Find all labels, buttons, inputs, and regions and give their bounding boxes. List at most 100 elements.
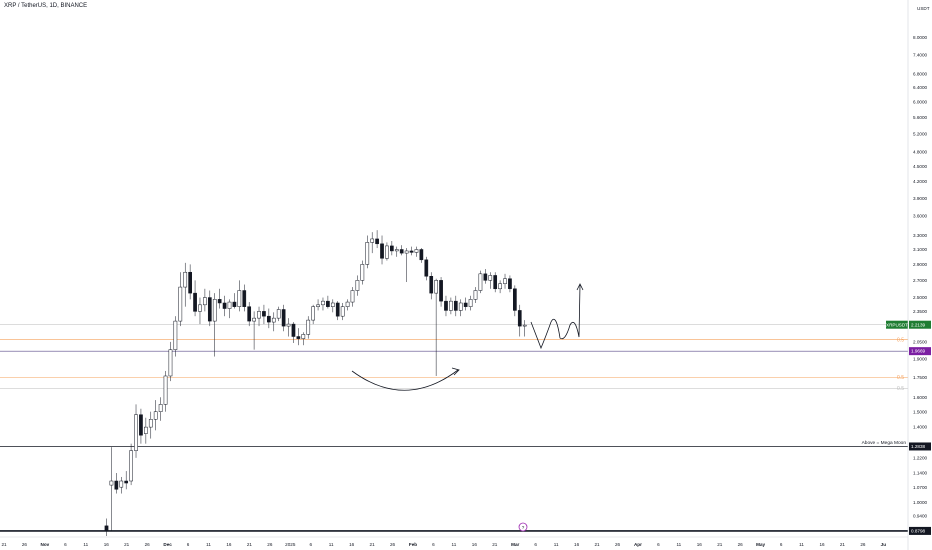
y-tick-13: 3.1000 <box>913 247 927 252</box>
x-tick-33: 11 <box>676 542 681 547</box>
x-tick-24: 21 <box>492 542 498 547</box>
projection-arrow-head <box>576 283 584 291</box>
candle-19 <box>198 297 202 325</box>
time-axis: 21 26 Nov 6 11 16 21 26 Dec 6 11 16 21 26 2025 6 11 16 21 2… <box>1 542 886 547</box>
candle-57 <box>385 242 389 261</box>
x-tick-4: 11 <box>83 542 88 547</box>
candle-38 <box>291 322 296 343</box>
event-marker: ? <box>518 522 528 532</box>
y-tick-5: 5.6000 <box>913 115 927 120</box>
y-tick-7: 4.8000 <box>913 149 927 154</box>
annotation-0: Above = Mega Moon <box>862 440 907 446</box>
candle-31 <box>257 306 261 327</box>
price-tag-2: 1.2838 <box>909 442 931 451</box>
x-tick-29: 21 <box>594 542 600 547</box>
x-tick-11: 16 <box>226 542 232 547</box>
x-tick-1: 26 <box>22 542 28 547</box>
candle-74 <box>468 295 473 311</box>
svg-text:2.2139: 2.2139 <box>911 322 925 327</box>
candle-25 <box>227 299 232 319</box>
y-tick-20: 1.9000 <box>913 356 927 361</box>
y-tick-29: 1.0000 <box>913 500 927 505</box>
candle-37 <box>286 318 291 337</box>
candle-58 <box>390 240 394 256</box>
y-tick-3: 6.4000 <box>913 85 927 90</box>
x-tick-35: 21 <box>717 542 723 547</box>
candle-55 <box>375 230 379 249</box>
y-tick-26: 1.2200 <box>913 455 927 460</box>
candle-36 <box>281 304 286 332</box>
x-tick-23: 16 <box>472 542 478 547</box>
candle-30 <box>252 311 256 350</box>
candle-63 <box>414 246 419 257</box>
candle-23 <box>217 288 222 309</box>
candle-77 <box>483 269 488 284</box>
x-tick-40: 16 <box>819 542 825 547</box>
x-tick-26: 6 <box>534 542 537 547</box>
y-tick-27: 1.1400 <box>913 471 927 476</box>
x-tick-25: Mar <box>511 542 519 547</box>
x-tick-0: 21 <box>1 542 7 547</box>
candle-41 <box>306 316 311 339</box>
candle-59 <box>394 246 399 257</box>
candle-9 <box>148 411 153 439</box>
candle-61 <box>404 248 409 283</box>
candle-22 <box>212 293 217 357</box>
candle-11 <box>158 397 163 421</box>
candle-71 <box>453 295 458 317</box>
candle-44 <box>321 297 325 311</box>
y-tick-8: 4.5000 <box>913 164 927 169</box>
price-tag-1: 1.9669 <box>909 347 931 356</box>
x-tick-39: 11 <box>799 542 804 547</box>
candle-54 <box>370 232 375 254</box>
y-tick-21: 1.7500 <box>913 375 927 380</box>
x-tick-14: 2025 <box>285 542 296 547</box>
candle-5 <box>129 443 133 486</box>
candle-43 <box>316 299 320 311</box>
level-label-3: 0.5 <box>897 375 904 381</box>
y-tick-17: 2.3500 <box>913 309 927 314</box>
y-tick-11: 3.6000 <box>913 214 927 219</box>
candle-24 <box>222 295 227 317</box>
x-tick-42: 26 <box>860 542 866 547</box>
y-tick-12: 3.3000 <box>913 233 927 238</box>
candle-56 <box>380 235 384 265</box>
x-tick-41: 21 <box>840 542 846 547</box>
y-tick-0: 8.0000 <box>913 35 927 40</box>
y-tick-23: 1.5000 <box>913 409 927 414</box>
candle-78 <box>488 272 493 289</box>
y-tick-1: 7.4000 <box>913 53 927 58</box>
x-tick-22: 11 <box>452 542 457 547</box>
candle-1 <box>109 447 114 531</box>
candle-49 <box>345 299 350 311</box>
horizontal-levels: 0.5 0.5 0.5 <box>0 324 908 532</box>
x-tick-43: Ju <box>881 542 887 547</box>
curve-arrow-head <box>451 367 460 376</box>
x-tick-7: 26 <box>145 542 151 547</box>
candle-79 <box>493 272 498 293</box>
candle-80 <box>498 280 502 294</box>
svg-text:1.2838: 1.2838 <box>911 444 925 449</box>
candle-42 <box>311 304 315 325</box>
x-tick-21: 6 <box>432 542 435 547</box>
y-tick-6: 5.2000 <box>913 132 927 137</box>
x-tick-17: 16 <box>349 542 355 547</box>
x-tick-38: 6 <box>780 542 783 547</box>
x-tick-28: 16 <box>574 542 580 547</box>
x-tick-34: 16 <box>697 542 703 547</box>
candle-15 <box>178 272 183 327</box>
candle-8 <box>144 417 148 444</box>
candle-85 <box>522 320 527 337</box>
candle-45 <box>326 295 330 309</box>
level-label-4: 0.5 <box>897 386 904 392</box>
y-tick-15: 2.7000 <box>913 278 927 283</box>
x-tick-8: Dec <box>163 542 172 547</box>
y-tick-4: 6.0000 <box>913 100 927 105</box>
x-tick-36: 26 <box>738 542 744 547</box>
x-tick-37: May <box>756 542 765 547</box>
candle-83 <box>513 285 517 317</box>
x-tick-31: Apr <box>634 542 642 547</box>
candle-18 <box>193 280 197 317</box>
